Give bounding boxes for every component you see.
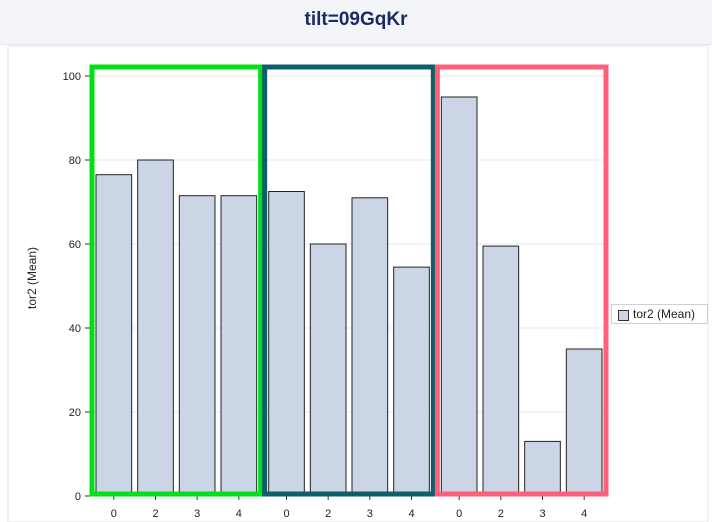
- x-tick-label: 3: [539, 508, 545, 520]
- bar: [351, 197, 389, 497]
- x-tick-label: 2: [152, 508, 158, 520]
- y-tick-label: 20: [69, 407, 81, 419]
- bar: [220, 195, 258, 497]
- bar: [482, 245, 520, 497]
- x-tick-label: 4: [408, 508, 414, 520]
- bar: [393, 266, 430, 497]
- x-tick-label: 0: [111, 508, 117, 520]
- legend-label: tor2 (Mean): [633, 307, 696, 321]
- y-tick-label: 40: [69, 323, 81, 335]
- y-tick-label: 60: [69, 239, 81, 251]
- group-highlight-box: [89, 64, 264, 497]
- x-tick-label: 3: [194, 508, 200, 520]
- bars: [95, 96, 603, 497]
- x-tick-label: 2: [498, 508, 504, 520]
- grid-lines: [90, 75, 608, 413]
- group-highlight-box: [434, 64, 609, 497]
- bar: [309, 243, 347, 497]
- group-highlights: [89, 64, 609, 497]
- x-tick-label: 3: [367, 508, 373, 520]
- bar: [524, 440, 561, 497]
- y-tick-label: 0: [75, 491, 81, 503]
- y-tick-label: 100: [63, 71, 81, 83]
- bar: [137, 159, 174, 497]
- x-tick-label: 4: [581, 508, 587, 520]
- bar: [268, 191, 305, 497]
- bar: [178, 195, 216, 497]
- y-axis-title: tor2 (Mean): [25, 247, 39, 309]
- bar: [565, 348, 603, 497]
- legend-swatch: [618, 310, 629, 321]
- bar: [440, 96, 478, 497]
- x-tick-label: 2: [325, 508, 331, 520]
- legend: tor2 (Mean): [611, 304, 708, 324]
- x-tick-label: 0: [456, 508, 462, 520]
- y-tick-label: 80: [69, 155, 81, 167]
- x-tick-label: 4: [236, 508, 242, 520]
- x-tick-label: 0: [283, 508, 289, 520]
- title-bar: tilt=09GqKr: [0, 0, 712, 45]
- bar: [95, 174, 133, 497]
- group-highlight-box: [262, 64, 436, 497]
- chart-title: tilt=09GqKr: [304, 9, 408, 30]
